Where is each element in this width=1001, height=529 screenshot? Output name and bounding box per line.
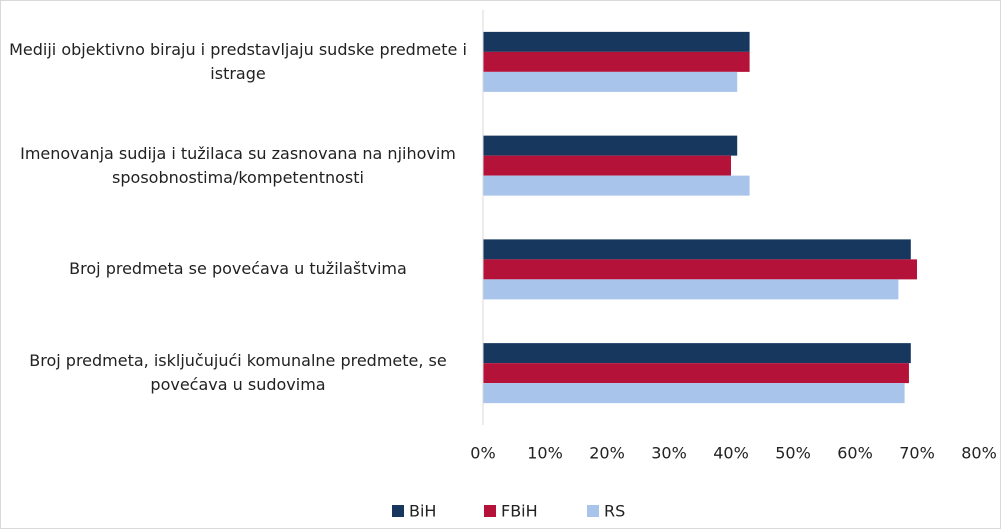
bar — [483, 259, 917, 280]
bar — [483, 31, 750, 52]
legend-swatch — [484, 505, 496, 517]
category-label: Mediji objektivno biraju i predstavljaju… — [9, 39, 467, 83]
legend-swatch — [587, 505, 599, 517]
bar — [483, 155, 731, 176]
legend-label: BiH — [409, 502, 436, 521]
bar — [483, 135, 738, 156]
legend-label: FBiH — [501, 502, 538, 521]
bar — [483, 239, 911, 260]
x-tick-label: 60% — [837, 444, 873, 463]
x-tick-label: 70% — [899, 444, 935, 463]
bar — [483, 175, 750, 196]
category-label: Broj predmeta se povećava u tužilaštvima — [69, 259, 407, 279]
bar — [483, 363, 909, 384]
x-tick-label: 50% — [775, 444, 811, 463]
x-tick-label: 80% — [961, 444, 997, 463]
bar — [483, 51, 750, 72]
x-tick-label: 40% — [713, 444, 749, 463]
bar — [483, 383, 905, 404]
x-tick-label: 10% — [527, 444, 563, 463]
bar — [483, 279, 899, 300]
legend-label: RS — [604, 502, 625, 521]
bar — [483, 343, 911, 364]
x-tick-label: 0% — [470, 444, 495, 463]
legend-swatch — [392, 505, 404, 517]
x-tick-label: 20% — [589, 444, 625, 463]
category-label: Imenovanja sudija i tužilaca su zasnovan… — [20, 143, 456, 187]
x-tick-label: 30% — [651, 444, 687, 463]
bar — [483, 71, 738, 92]
category-label: Broj predmeta, isključujući komunalne pr… — [29, 351, 447, 395]
